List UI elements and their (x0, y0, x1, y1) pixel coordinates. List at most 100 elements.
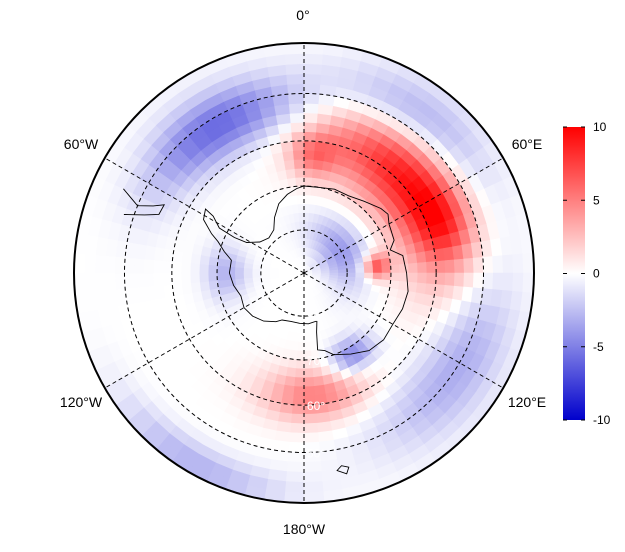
field-cell (171, 272, 182, 285)
field-cell (292, 386, 305, 397)
colorbar: 10 5 0 -5 -10 (563, 120, 611, 427)
field-cell (295, 176, 305, 187)
field-cell (292, 395, 305, 406)
field-cell (502, 254, 514, 274)
field-cell (522, 272, 534, 294)
meridian-line (104, 272, 305, 389)
field-cell (303, 43, 325, 55)
field-cell (234, 272, 244, 280)
field-cell (114, 272, 126, 290)
field-cell (104, 255, 116, 274)
field-cell (290, 413, 305, 425)
field-cell (435, 272, 446, 286)
field-cell (285, 63, 305, 75)
field-cell (162, 272, 173, 286)
field-cell (463, 272, 475, 289)
field-cell (372, 272, 383, 281)
field-cell (303, 377, 315, 388)
field-cell (435, 260, 446, 274)
longitude-label-lon0: 0° (296, 7, 310, 23)
longitude-label-lon120w: 120°W (59, 394, 103, 410)
field-cell (198, 272, 209, 283)
field-cell (291, 203, 300, 214)
field-cell (406, 252, 418, 265)
latitude-labels: 80° 70° 60° 50° (307, 310, 325, 460)
field-cell (308, 332, 317, 343)
field-cell (492, 272, 504, 291)
field-cell (381, 265, 392, 274)
field-cell (104, 272, 116, 291)
field-cell (208, 280, 219, 290)
colorbar-tick-label: -5 (593, 340, 604, 354)
field-cell (287, 177, 297, 188)
field-cell (303, 73, 322, 85)
field-cell (303, 63, 323, 75)
field-cell (380, 257, 391, 267)
meridian-line (303, 272, 504, 389)
field-cell (426, 272, 437, 285)
field-cell (296, 350, 305, 361)
field-cell (290, 121, 305, 133)
field-cell (293, 377, 305, 388)
field-cell (74, 252, 86, 274)
field-cell (303, 432, 320, 444)
field-cell (482, 272, 494, 290)
field-cell (295, 359, 305, 370)
field-cell (286, 73, 305, 85)
field-cell (181, 251, 193, 264)
field-cell (152, 272, 164, 287)
field-cell (298, 212, 305, 222)
field-cell (453, 258, 465, 274)
field-cell (283, 159, 296, 171)
field-cell (472, 272, 484, 289)
field-cell (482, 256, 494, 274)
field-cell (269, 272, 279, 277)
field-cell (189, 262, 200, 274)
longitude-label-lon60w: 60°W (63, 136, 99, 152)
field-cell (283, 491, 305, 503)
field-cell (180, 272, 191, 285)
field-cell (408, 262, 419, 274)
latitude-label: 50° (307, 447, 325, 461)
field-cell (313, 384, 326, 396)
field-cell (444, 272, 456, 287)
colorbar-tick-label: 5 (593, 193, 600, 207)
colorbar-tick-label: 10 (593, 120, 607, 134)
field-cell (346, 268, 357, 274)
colorbar-tick-label: -10 (593, 413, 611, 427)
field-cell (286, 461, 305, 473)
field-cell (313, 150, 326, 162)
field-cell (417, 261, 428, 274)
field-cell (389, 256, 400, 266)
field-cell (426, 261, 437, 274)
field-cell (288, 102, 305, 114)
field-cell (444, 259, 456, 274)
field-cell (453, 272, 465, 288)
field-cell (171, 261, 182, 274)
field-cell (399, 263, 410, 274)
map-boundary (73, 42, 535, 504)
field-cell (124, 272, 136, 289)
field-cell (303, 131, 317, 142)
latitude-label: 60° (307, 399, 325, 413)
field-cell (303, 102, 320, 114)
field-cell (303, 471, 323, 483)
field-cell (303, 53, 324, 65)
south-america-coast (123, 188, 166, 216)
field-cell (291, 131, 305, 142)
antarctica-coastline (123, 185, 409, 475)
field-cell (243, 272, 253, 279)
field-cell (225, 278, 237, 287)
field-cell (207, 264, 218, 274)
field-cell (303, 83, 321, 95)
field-cell (162, 260, 173, 274)
field-cell (502, 272, 514, 292)
field-cell (303, 461, 322, 473)
field-cell (133, 257, 145, 274)
longitude-label-lon120e: 120°E (507, 394, 547, 410)
field-cell (189, 272, 200, 284)
longitude-label-lon180: 180°W (282, 521, 326, 537)
field-cell (297, 203, 305, 213)
graticule (104, 43, 504, 503)
